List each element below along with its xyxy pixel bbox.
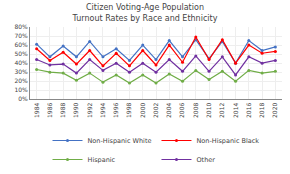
svg-text:1998: 1998	[125, 103, 132, 118]
svg-text:2000: 2000	[139, 103, 146, 118]
svg-text:2010: 2010	[205, 103, 212, 118]
svg-text:30%: 30%	[14, 68, 28, 75]
svg-text:10%: 10%	[14, 86, 28, 93]
svg-text:20%: 20%	[14, 77, 28, 84]
svg-text:60%: 60%	[14, 41, 28, 48]
svg-text:Other: Other	[196, 156, 215, 164]
svg-text:1996: 1996	[112, 103, 119, 118]
svg-text:0%: 0%	[18, 95, 28, 102]
svg-text:1986: 1986	[46, 103, 53, 118]
svg-text:70%: 70%	[14, 32, 28, 39]
svg-text:1992: 1992	[86, 103, 93, 118]
svg-text:2004: 2004	[165, 103, 172, 118]
svg-text:Hispanic: Hispanic	[88, 156, 116, 164]
svg-text:2014: 2014	[232, 103, 239, 118]
svg-text:2016: 2016	[245, 103, 252, 118]
svg-text:1994: 1994	[99, 103, 106, 118]
svg-text:2018: 2018	[258, 103, 265, 118]
svg-text:80%: 80%	[14, 23, 28, 30]
svg-text:1984: 1984	[33, 103, 40, 118]
svg-text:1988: 1988	[59, 103, 66, 118]
svg-text:2002: 2002	[152, 103, 159, 118]
svg-text:1990: 1990	[72, 103, 79, 118]
svg-text:2012: 2012	[218, 103, 225, 118]
svg-text:Non-Hispanic Black: Non-Hispanic Black	[196, 137, 259, 145]
svg-text:2008: 2008	[192, 103, 199, 118]
svg-text:40%: 40%	[14, 59, 28, 66]
svg-text:Non-Hispanic White: Non-Hispanic White	[88, 137, 152, 145]
svg-text:Citizen Voting-Age PopulationT: Citizen Voting-Age PopulationTurnout Rat…	[72, 3, 218, 22]
svg-text:2006: 2006	[178, 103, 185, 118]
svg-text:2020: 2020	[271, 103, 278, 118]
svg-text:50%: 50%	[14, 50, 28, 57]
